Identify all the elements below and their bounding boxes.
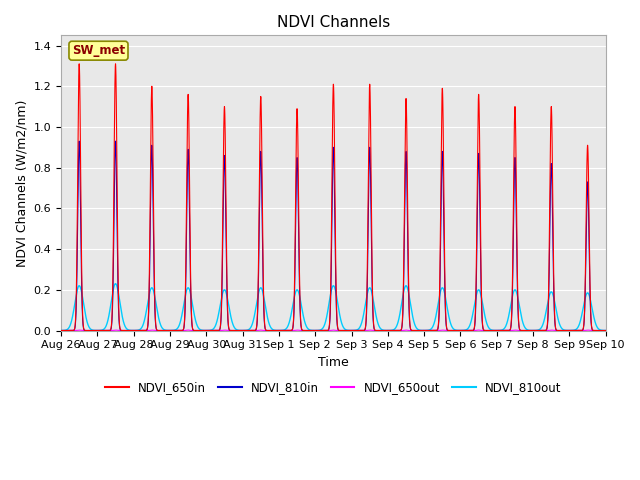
Text: SW_met: SW_met xyxy=(72,44,125,57)
Legend: NDVI_650in, NDVI_810in, NDVI_650out, NDVI_810out: NDVI_650in, NDVI_810in, NDVI_650out, NDV… xyxy=(100,376,566,398)
X-axis label: Time: Time xyxy=(318,356,349,369)
Title: NDVI Channels: NDVI Channels xyxy=(276,15,390,30)
Y-axis label: NDVI Channels (W/m2/nm): NDVI Channels (W/m2/nm) xyxy=(15,99,28,266)
